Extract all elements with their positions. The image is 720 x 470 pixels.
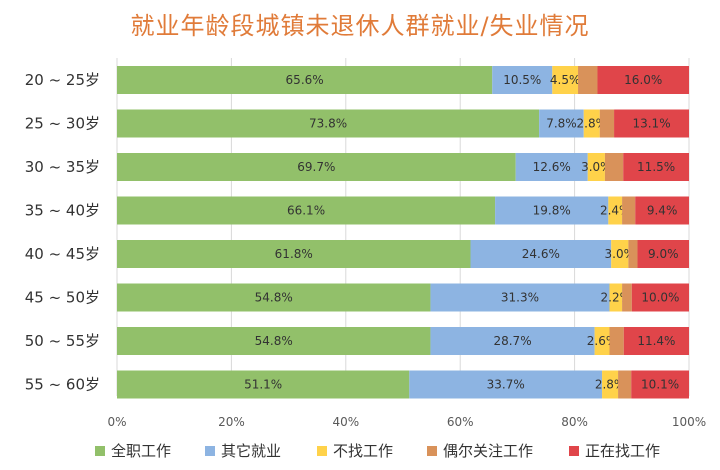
- data-label: 19.8%: [533, 204, 571, 218]
- x-tick-label: 40%: [332, 415, 359, 429]
- data-label: 10.5%: [503, 73, 541, 87]
- data-label: 33.7%: [487, 378, 525, 392]
- data-label: 11.4%: [637, 334, 675, 348]
- data-label: 66.1%: [287, 204, 325, 218]
- bar-segment: [611, 240, 629, 268]
- data-label: 7.8%: [546, 117, 577, 131]
- bar-segment: [622, 283, 632, 312]
- x-tick-label: 80%: [561, 415, 588, 429]
- data-label: 3.0%: [581, 160, 612, 174]
- legend-swatch: [95, 446, 105, 456]
- bar-segment: [430, 327, 595, 355]
- legend-swatch: [317, 446, 327, 456]
- data-label: 4.5%: [550, 73, 581, 87]
- category-label: 55 ~ 60岁: [25, 376, 100, 394]
- bar-segment: [539, 109, 584, 138]
- data-label: 61.8%: [275, 247, 313, 261]
- bar-segment: [492, 66, 553, 94]
- bar-segment: [623, 327, 689, 355]
- bar-segment: [117, 240, 471, 268]
- bar-segment: [631, 370, 689, 399]
- bar-segment: [117, 109, 540, 138]
- legend-label: 全职工作: [111, 442, 171, 460]
- bar-segment: [117, 327, 431, 355]
- bar-segment: [631, 283, 689, 312]
- bar-segment: [623, 153, 689, 181]
- data-label: 10.0%: [641, 291, 679, 305]
- bar-segment: [117, 196, 496, 225]
- x-tick-label: 20%: [218, 415, 245, 429]
- bar-segment: [117, 66, 493, 94]
- bar-segment: [599, 109, 615, 138]
- category-label: 30 ~ 35岁: [25, 158, 100, 176]
- bar-segment: [604, 153, 624, 181]
- bar-segment: [609, 327, 624, 355]
- data-label: 13.1%: [632, 117, 670, 131]
- bar-segment: [430, 283, 610, 312]
- category-label: 20 ~ 25岁: [25, 71, 100, 89]
- bar-segment: [618, 370, 632, 399]
- bar-segment: [117, 283, 431, 312]
- bar-segment: [117, 153, 516, 181]
- data-label: 51.1%: [244, 378, 282, 392]
- category-label: 25 ~ 30岁: [25, 115, 100, 133]
- bar-segment: [117, 370, 410, 399]
- category-label: 40 ~ 45岁: [25, 245, 100, 263]
- data-label: 12.6%: [533, 160, 571, 174]
- x-tick-label: 100%: [672, 415, 706, 429]
- data-label: 69.7%: [297, 160, 335, 174]
- bar-segment: [578, 66, 598, 94]
- bar-segment: [608, 196, 623, 225]
- data-label: 2.8%: [595, 378, 626, 392]
- bar-segment: [622, 196, 636, 225]
- data-label: 10.1%: [641, 378, 679, 392]
- bar-segment: [609, 283, 623, 312]
- chart-title: 就业年龄段城镇未退休人群就业/失业情况: [130, 12, 590, 40]
- legend-label: 偶尔关注工作: [443, 442, 533, 460]
- data-label: 31.3%: [501, 291, 539, 305]
- data-label: 54.8%: [255, 291, 293, 305]
- legend-label: 不找工作: [333, 442, 393, 460]
- category-label: 35 ~ 40岁: [25, 202, 100, 220]
- bar-segment: [628, 240, 638, 268]
- x-tick-label: 60%: [447, 415, 474, 429]
- legend-swatch: [205, 446, 215, 456]
- bar-segment: [587, 153, 605, 181]
- bar-segment: [637, 240, 689, 268]
- bar-segment: [470, 240, 612, 268]
- data-label: 2.8%: [577, 117, 608, 131]
- data-label: 9.0%: [648, 247, 679, 261]
- data-label: 11.5%: [637, 160, 675, 174]
- data-label: 73.8%: [309, 117, 347, 131]
- category-label: 50 ~ 55岁: [25, 332, 100, 350]
- bar-segment: [594, 327, 610, 355]
- data-label: 28.7%: [493, 334, 531, 348]
- data-label: 16.0%: [624, 73, 662, 87]
- data-label: 24.6%: [522, 247, 560, 261]
- x-tick-label: 0%: [107, 415, 126, 429]
- data-label: 65.6%: [286, 73, 324, 87]
- category-label: 45 ~ 50岁: [25, 289, 100, 307]
- bar-segment: [583, 109, 600, 138]
- bar-segment: [495, 196, 609, 225]
- legend-label: 正在找工作: [585, 442, 660, 460]
- data-label: 54.8%: [255, 334, 293, 348]
- bar-segment: [552, 66, 579, 94]
- bar-segment: [602, 370, 619, 399]
- legend-label: 其它就业: [221, 442, 281, 460]
- bar-segment: [409, 370, 603, 399]
- data-label: 3.0%: [605, 247, 636, 261]
- bar-segment: [635, 196, 689, 225]
- data-label: 9.4%: [647, 204, 678, 218]
- bar-segment: [515, 153, 588, 181]
- legend-swatch: [427, 446, 437, 456]
- bar-segment: [614, 109, 689, 138]
- legend-swatch: [569, 446, 579, 456]
- bar-segment: [597, 66, 689, 94]
